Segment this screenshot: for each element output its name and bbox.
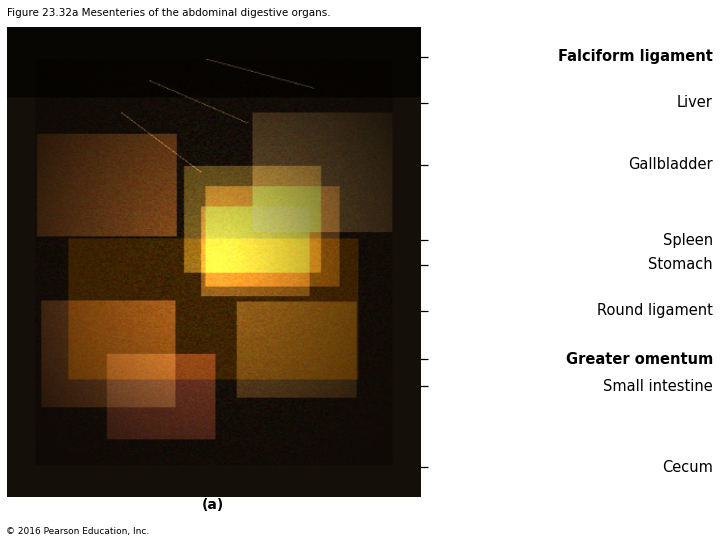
Text: Stomach: Stomach — [648, 257, 713, 272]
Text: Figure 23.32a Mesenteries of the abdominal digestive organs.: Figure 23.32a Mesenteries of the abdomin… — [7, 8, 330, 18]
Text: © 2016 Pearson Education, Inc.: © 2016 Pearson Education, Inc. — [6, 526, 149, 536]
Text: Gallbladder: Gallbladder — [628, 157, 713, 172]
Text: Liver: Liver — [677, 95, 713, 110]
Text: Round ligament: Round ligament — [597, 303, 713, 318]
Text: Small intestine: Small intestine — [603, 379, 713, 394]
Text: Greater omentum: Greater omentum — [565, 352, 713, 367]
Text: Falciform ligament: Falciform ligament — [558, 49, 713, 64]
Text: Cecum: Cecum — [662, 460, 713, 475]
Text: (a): (a) — [202, 498, 223, 512]
Text: Spleen: Spleen — [662, 233, 713, 248]
